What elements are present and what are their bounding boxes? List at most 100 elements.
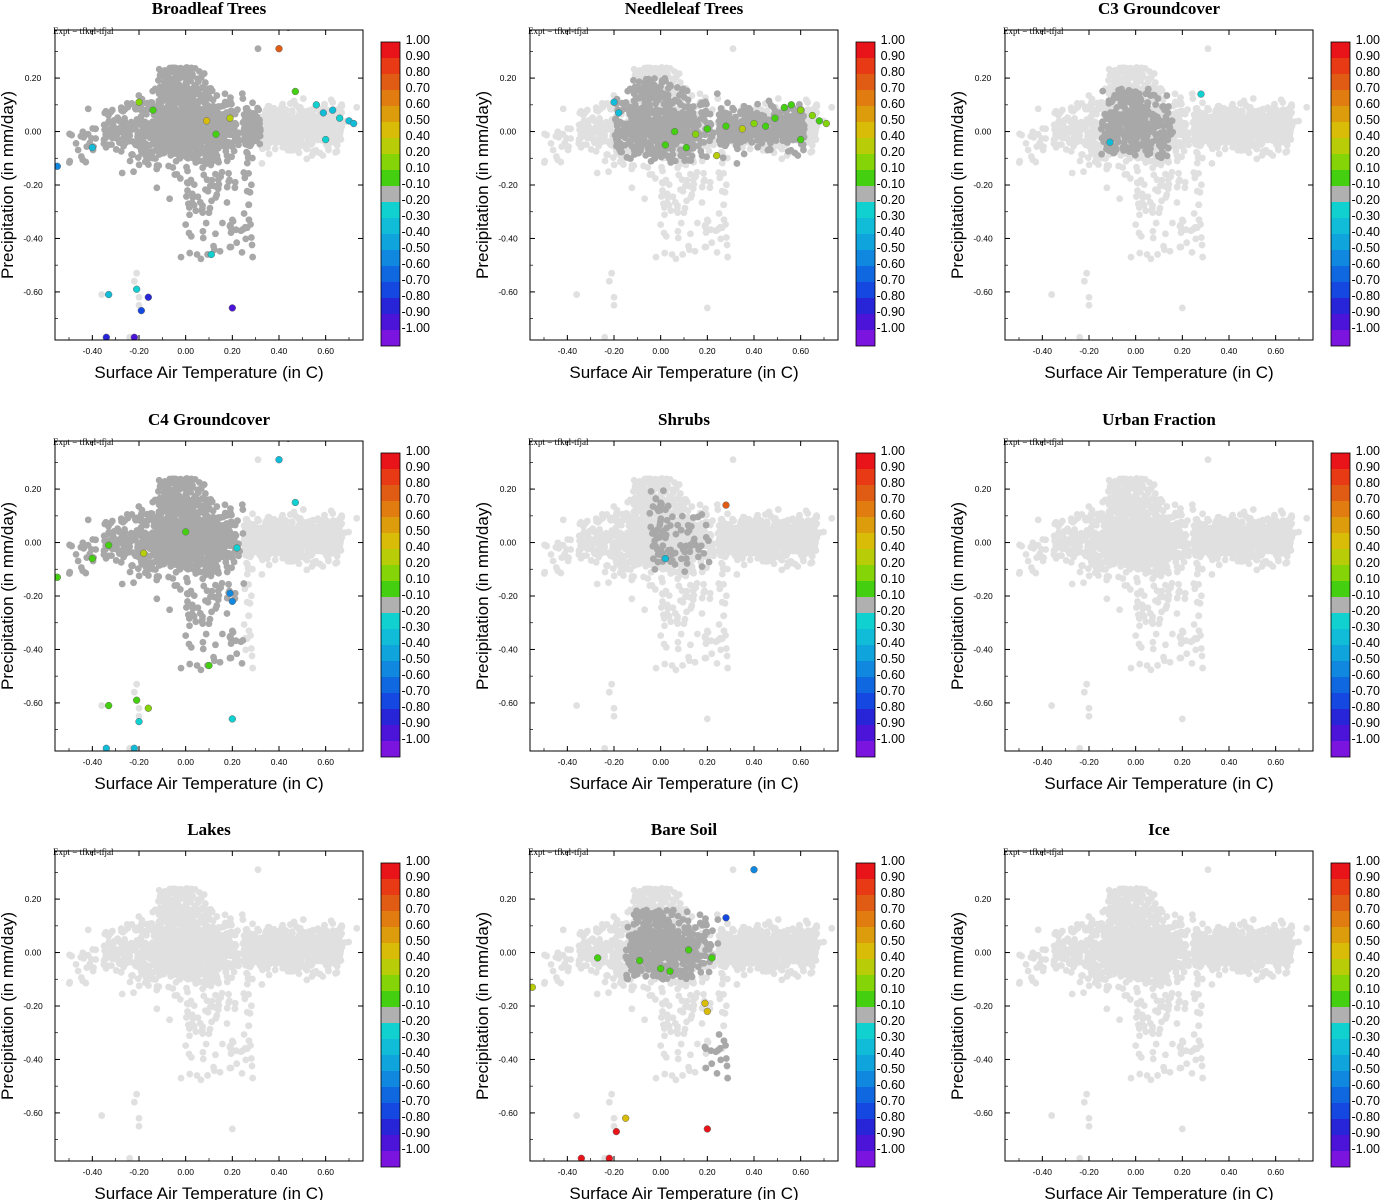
point-dark xyxy=(225,169,232,177)
point-dark xyxy=(128,100,136,107)
y-tick-label: 0.20 xyxy=(500,73,517,83)
point-dark xyxy=(77,132,85,140)
point-dark xyxy=(177,253,185,261)
point-dark xyxy=(240,210,248,217)
point-light xyxy=(135,301,143,309)
colorbar-label: 0.20 xyxy=(406,145,430,159)
point-highlight xyxy=(228,304,236,312)
point-dark xyxy=(89,125,97,132)
colorbar-swatch xyxy=(856,202,875,218)
point-light xyxy=(592,104,600,112)
colorbar-label: 1.00 xyxy=(881,33,905,47)
point-light xyxy=(1188,90,1196,98)
point-dark xyxy=(212,157,220,164)
point-light xyxy=(715,169,723,176)
point-light xyxy=(723,241,731,249)
panel-title: C3 Groundcover xyxy=(1098,0,1220,18)
colorbar-label: -0.80 xyxy=(877,289,906,303)
colorbar-swatch xyxy=(381,202,400,218)
point-light xyxy=(746,145,754,153)
point-dark xyxy=(731,129,739,137)
colorbar-swatch xyxy=(856,266,875,282)
point-light xyxy=(679,251,686,258)
point-dark xyxy=(663,152,671,160)
point-dark xyxy=(733,160,741,167)
point-dark xyxy=(678,89,686,97)
point-light xyxy=(1180,126,1188,134)
point-dark xyxy=(171,78,179,85)
point-dark xyxy=(713,90,721,98)
x-tick-label: 0.60 xyxy=(317,346,334,356)
point-dark xyxy=(101,126,108,134)
point-dark xyxy=(135,161,143,169)
point-dark xyxy=(186,211,193,219)
point-dark xyxy=(117,104,125,112)
point-dark xyxy=(620,131,628,138)
point-dark xyxy=(200,70,208,77)
point-dark xyxy=(202,128,210,136)
point-dark xyxy=(178,134,186,142)
y-axis-label: Precipitation (in mm/day) xyxy=(473,91,492,279)
point-light xyxy=(540,159,548,166)
point-dark xyxy=(203,89,211,97)
point-dark xyxy=(105,119,112,127)
y-tick-label: -0.40 xyxy=(23,233,43,243)
point-dark xyxy=(185,229,193,237)
point-dark xyxy=(186,249,194,257)
colorbar-label: 0.10 xyxy=(406,161,430,175)
point-dark xyxy=(231,184,239,192)
colorbar-label: 0.80 xyxy=(881,65,905,79)
point-light xyxy=(658,179,666,186)
point-dark xyxy=(181,117,188,125)
point-light xyxy=(718,187,726,195)
colorbar-swatch xyxy=(381,186,400,202)
colorbar-label: 0.10 xyxy=(881,161,905,175)
colorbar-swatch xyxy=(856,74,875,90)
colorbar-label: 0.50 xyxy=(881,113,905,127)
point-dark xyxy=(231,178,239,186)
point-light xyxy=(130,277,138,285)
point-dark xyxy=(787,133,795,141)
point-dark xyxy=(194,99,202,107)
point-dark xyxy=(716,137,723,144)
colorbar-label: -0.50 xyxy=(402,241,431,255)
colorbar-label: -0.80 xyxy=(402,289,431,303)
point-dark xyxy=(254,45,262,53)
point-light xyxy=(698,183,706,191)
point-highlight xyxy=(780,103,788,112)
point-light xyxy=(665,181,673,189)
point-dark xyxy=(242,235,250,243)
point-light xyxy=(292,137,300,145)
point-light xyxy=(729,45,737,53)
point-highlight xyxy=(762,122,770,130)
colorbar-label: 0.60 xyxy=(881,97,905,111)
colorbar-label: 0.20 xyxy=(881,145,905,159)
point-light xyxy=(597,126,605,133)
point-dark xyxy=(247,220,254,228)
colorbar-swatch xyxy=(856,234,875,250)
point-dark xyxy=(686,106,693,114)
point-dark xyxy=(800,146,807,154)
point-light xyxy=(628,184,636,192)
point-dark xyxy=(782,119,790,127)
point-light xyxy=(1116,195,1124,203)
point-light xyxy=(694,219,701,227)
point-dark xyxy=(128,151,135,159)
colorbar-swatch xyxy=(856,186,875,202)
point-dark xyxy=(651,93,659,101)
point-dark xyxy=(155,90,163,98)
point-dark xyxy=(176,175,184,182)
y-tick-label: 0.00 xyxy=(500,127,517,137)
point-dark xyxy=(105,111,112,119)
point-light xyxy=(607,141,615,149)
point-dark xyxy=(218,168,226,176)
point-light xyxy=(1084,154,1092,162)
point-highlight xyxy=(822,119,830,128)
point-dark xyxy=(156,83,164,91)
point-light xyxy=(657,193,665,200)
point-dark xyxy=(202,101,210,109)
point-dark xyxy=(202,219,210,227)
point-dark xyxy=(223,183,231,191)
colorbar-swatch xyxy=(856,218,875,234)
point-highlight xyxy=(797,106,805,114)
